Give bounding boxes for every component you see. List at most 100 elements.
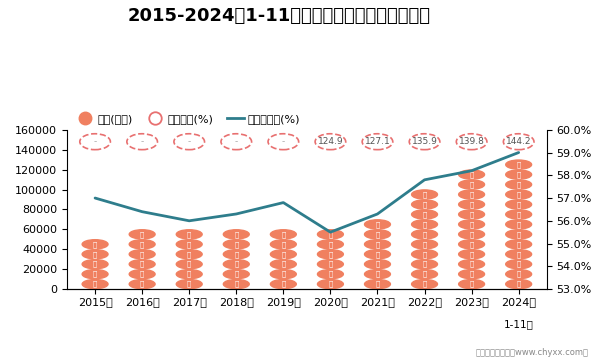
Text: -: - bbox=[188, 137, 191, 146]
Text: -: - bbox=[235, 137, 238, 146]
Text: 债: 债 bbox=[375, 251, 379, 257]
Ellipse shape bbox=[506, 250, 532, 259]
Text: 债: 债 bbox=[234, 281, 239, 288]
Text: 债: 债 bbox=[93, 241, 97, 248]
Text: 1-11月: 1-11月 bbox=[504, 320, 534, 330]
Ellipse shape bbox=[176, 280, 202, 289]
Ellipse shape bbox=[506, 210, 532, 219]
Ellipse shape bbox=[412, 250, 438, 259]
Text: 债: 债 bbox=[517, 261, 521, 267]
Ellipse shape bbox=[506, 230, 532, 239]
Text: 135.9: 135.9 bbox=[412, 137, 438, 146]
Legend: 负债(亿元), 产权比率(%), 资产负债率(%): 负债(亿元), 产权比率(%), 资产负债率(%) bbox=[72, 110, 305, 129]
Text: 债: 债 bbox=[140, 241, 144, 248]
Text: 债: 债 bbox=[328, 281, 333, 288]
Text: 债: 债 bbox=[469, 171, 473, 178]
Ellipse shape bbox=[459, 170, 484, 179]
Ellipse shape bbox=[223, 250, 249, 259]
Ellipse shape bbox=[412, 240, 438, 249]
Ellipse shape bbox=[176, 250, 202, 259]
Text: 债: 债 bbox=[517, 241, 521, 248]
Text: 债: 债 bbox=[469, 201, 473, 208]
Text: 债: 债 bbox=[375, 271, 379, 278]
Ellipse shape bbox=[317, 250, 344, 259]
Text: 债: 债 bbox=[517, 191, 521, 198]
Ellipse shape bbox=[506, 260, 532, 269]
Text: 债: 债 bbox=[234, 261, 239, 267]
Ellipse shape bbox=[506, 240, 532, 249]
Ellipse shape bbox=[506, 190, 532, 199]
Text: 债: 债 bbox=[422, 231, 427, 238]
Text: 债: 债 bbox=[234, 241, 239, 248]
Text: 债: 债 bbox=[469, 191, 473, 198]
Ellipse shape bbox=[82, 250, 108, 259]
Ellipse shape bbox=[223, 280, 249, 289]
Text: 债: 债 bbox=[517, 271, 521, 278]
Ellipse shape bbox=[223, 270, 249, 279]
Text: 债: 债 bbox=[328, 261, 333, 267]
Text: 债: 债 bbox=[469, 181, 473, 188]
Ellipse shape bbox=[412, 210, 438, 219]
Text: 债: 债 bbox=[281, 231, 285, 238]
Text: 债: 债 bbox=[517, 201, 521, 208]
Ellipse shape bbox=[365, 280, 390, 289]
Ellipse shape bbox=[459, 230, 484, 239]
Text: 债: 债 bbox=[469, 221, 473, 228]
Text: 债: 债 bbox=[187, 271, 191, 278]
Text: 债: 债 bbox=[375, 241, 379, 248]
Text: 债: 债 bbox=[469, 281, 473, 288]
Text: 债: 债 bbox=[234, 231, 239, 238]
Text: 144.2: 144.2 bbox=[506, 137, 531, 146]
Text: 债: 债 bbox=[469, 241, 473, 248]
Text: 债: 债 bbox=[93, 271, 97, 278]
Text: 债: 债 bbox=[375, 261, 379, 267]
Text: 139.8: 139.8 bbox=[459, 137, 484, 146]
Text: 债: 债 bbox=[422, 281, 427, 288]
Ellipse shape bbox=[506, 160, 532, 169]
Text: 债: 债 bbox=[328, 251, 333, 257]
Text: 债: 债 bbox=[281, 281, 285, 288]
Ellipse shape bbox=[412, 190, 438, 199]
Ellipse shape bbox=[317, 260, 344, 269]
Ellipse shape bbox=[317, 230, 344, 239]
Ellipse shape bbox=[270, 280, 296, 289]
Ellipse shape bbox=[365, 260, 390, 269]
Text: 债: 债 bbox=[422, 261, 427, 267]
Ellipse shape bbox=[459, 180, 484, 189]
Ellipse shape bbox=[129, 260, 155, 269]
Text: 债: 债 bbox=[422, 211, 427, 218]
Ellipse shape bbox=[506, 220, 532, 229]
Ellipse shape bbox=[176, 240, 202, 249]
Ellipse shape bbox=[459, 220, 484, 229]
Text: 债: 债 bbox=[375, 231, 379, 238]
Text: 债: 债 bbox=[187, 261, 191, 267]
Ellipse shape bbox=[270, 260, 296, 269]
Ellipse shape bbox=[506, 270, 532, 279]
Text: 债: 债 bbox=[187, 241, 191, 248]
Text: 债: 债 bbox=[140, 251, 144, 257]
Text: 债: 债 bbox=[469, 271, 473, 278]
Ellipse shape bbox=[459, 270, 484, 279]
Text: 债: 债 bbox=[93, 261, 97, 267]
Ellipse shape bbox=[412, 260, 438, 269]
Text: 债: 债 bbox=[375, 221, 379, 228]
Text: 债: 债 bbox=[328, 271, 333, 278]
Text: 债: 债 bbox=[187, 281, 191, 288]
Text: 124.9: 124.9 bbox=[317, 137, 343, 146]
Ellipse shape bbox=[129, 230, 155, 239]
Ellipse shape bbox=[506, 180, 532, 189]
Text: 债: 债 bbox=[140, 281, 144, 288]
Ellipse shape bbox=[82, 260, 108, 269]
Text: 债: 债 bbox=[469, 251, 473, 257]
Text: 债: 债 bbox=[281, 251, 285, 257]
Text: 债: 债 bbox=[281, 241, 285, 248]
Ellipse shape bbox=[129, 250, 155, 259]
Ellipse shape bbox=[223, 230, 249, 239]
Text: -: - bbox=[282, 137, 285, 146]
Ellipse shape bbox=[506, 200, 532, 209]
Text: 债: 债 bbox=[422, 271, 427, 278]
Ellipse shape bbox=[365, 220, 390, 229]
Text: 债: 债 bbox=[140, 271, 144, 278]
Ellipse shape bbox=[459, 210, 484, 219]
Ellipse shape bbox=[129, 270, 155, 279]
